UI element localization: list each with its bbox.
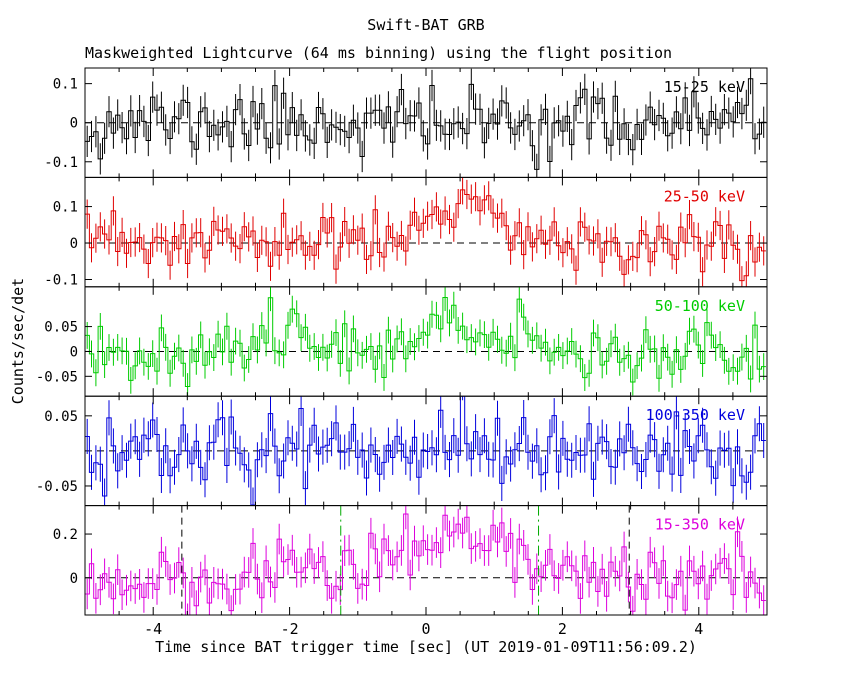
energy-band-label: 100-350 keV: [646, 406, 745, 424]
y-tick-label: 0.2: [53, 527, 78, 543]
x-tick-label: 0: [421, 620, 430, 638]
y-tick-label: 0: [70, 571, 78, 587]
energy-band-label: 50-100 keV: [655, 297, 745, 315]
y-tick-label: 0: [70, 344, 78, 360]
y-tick-label: 0.1: [53, 77, 78, 93]
y-tick-label: -0.1: [44, 155, 78, 171]
y-tick-label: -0.1: [44, 273, 78, 289]
x-tick-label: 2: [558, 620, 567, 638]
y-tick-label: 0.05: [44, 409, 78, 425]
plot-subtitle: Maskweighted Lightcurve (64 ms binning) …: [85, 44, 672, 62]
plot-title: Swift-BAT GRB: [367, 16, 485, 34]
y-tick-label: -0.05: [36, 479, 78, 495]
energy-band-label: 25-50 keV: [664, 187, 745, 205]
y-tick-label: 0: [70, 236, 78, 252]
y-tick-label: 0: [70, 116, 78, 132]
energy-band-label: 15-350 keV: [655, 516, 745, 534]
x-tick-label: 4: [694, 620, 703, 638]
y-tick-label: 0.05: [44, 320, 78, 336]
energy-band-label: 15-25 keV: [664, 78, 745, 96]
x-tick-label: -4: [144, 620, 162, 638]
x-tick-label: -2: [281, 620, 299, 638]
y-tick-label: 0.1: [53, 200, 78, 216]
y-tick-label: -0.05: [36, 369, 78, 385]
x-axis-label: Time since BAT trigger time [sec] (UT 20…: [155, 638, 697, 656]
